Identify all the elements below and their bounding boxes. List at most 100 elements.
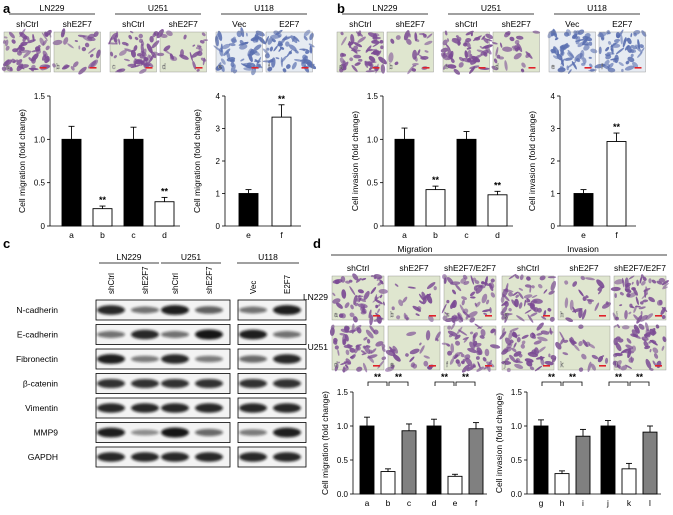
stained-cell	[349, 347, 356, 353]
stained-cell	[378, 56, 387, 65]
stained-cell	[629, 303, 633, 308]
stained-cell	[541, 316, 547, 320]
stained-cell	[625, 60, 630, 65]
micrograph-d-frame	[331, 325, 385, 371]
stained-cell	[524, 309, 532, 314]
stained-cell	[574, 53, 583, 62]
stained-cell	[480, 328, 486, 337]
scale-bar	[584, 67, 592, 69]
blot-band	[97, 452, 125, 462]
stained-cell	[606, 29, 610, 35]
stained-cell	[604, 357, 609, 364]
stained-cell	[349, 312, 355, 318]
stained-cell	[572, 307, 583, 313]
stained-cell	[341, 36, 347, 46]
stained-cell	[467, 347, 478, 354]
image-letter: c	[445, 64, 449, 71]
image-letter: a	[6, 64, 10, 71]
stained-cell	[16, 63, 24, 72]
bar-a	[359, 425, 375, 495]
stained-cell	[134, 36, 139, 41]
stained-cell	[345, 349, 350, 356]
stained-cell	[557, 67, 566, 73]
y-tick-label: 0.5	[511, 456, 523, 465]
y-tick-label: 1.5	[511, 388, 523, 397]
stained-cell	[217, 30, 223, 41]
stained-cell	[366, 338, 371, 344]
stained-cell	[456, 36, 462, 42]
significance-bracket	[434, 381, 455, 386]
image-letter: e	[218, 64, 222, 71]
blot-band	[161, 331, 189, 338]
stained-cell	[615, 316, 619, 321]
stained-cell	[588, 56, 592, 59]
stained-cell	[577, 41, 585, 48]
micrograph-c-frame	[109, 31, 157, 73]
stained-cell	[451, 299, 457, 309]
stained-cell	[601, 302, 612, 309]
stained-cell	[151, 40, 160, 49]
stained-cell	[548, 353, 551, 358]
stained-cell	[526, 276, 531, 281]
scale-bar	[251, 67, 259, 69]
stained-cell	[613, 337, 618, 346]
stained-cell	[539, 355, 543, 361]
stained-cell	[140, 57, 147, 67]
stained-cell	[521, 62, 526, 68]
stained-cell	[72, 61, 79, 68]
stained-cell	[42, 40, 47, 46]
stained-cell	[222, 43, 231, 50]
stained-cell	[258, 65, 263, 69]
lane-label: shE2F7	[205, 266, 214, 294]
stained-cell	[529, 366, 535, 371]
stained-cell	[294, 49, 299, 54]
stained-cell	[355, 31, 364, 37]
stained-cell	[571, 61, 577, 70]
stained-cell	[271, 38, 276, 43]
stained-cell	[614, 360, 622, 368]
stained-cell	[11, 39, 16, 44]
stained-cell	[491, 42, 498, 45]
stained-cell	[482, 37, 489, 44]
scale-bar	[89, 67, 97, 69]
micrograph-b-frame	[386, 31, 434, 73]
stained-cell	[483, 51, 488, 57]
stained-cell	[113, 55, 117, 59]
stained-cell	[198, 47, 203, 52]
blot-band	[273, 331, 301, 338]
stained-cell	[489, 344, 501, 349]
stained-cell	[613, 324, 618, 328]
stained-cell	[582, 339, 588, 347]
bar-chart-3: 0 1 2 3 4 Cell invasion (fold change) e f **	[527, 92, 636, 240]
stained-cell	[537, 307, 542, 313]
stained-cell	[88, 47, 96, 54]
stained-cell	[508, 292, 513, 297]
stained-cell	[591, 354, 599, 360]
bar-a	[61, 138, 82, 227]
cell-line-u251: U251	[181, 252, 202, 262]
stained-cell	[538, 283, 543, 289]
stained-cell	[459, 352, 463, 355]
stained-cell	[513, 44, 518, 51]
stained-cell	[527, 352, 538, 358]
stained-cell	[653, 328, 656, 333]
stained-cell	[493, 58, 498, 64]
stained-cell	[518, 291, 524, 300]
stained-cell	[202, 57, 206, 66]
stained-cell	[637, 38, 640, 50]
condition-label: shCtrl	[349, 19, 371, 29]
x-tick-label: a	[69, 230, 74, 240]
scale-bar	[145, 67, 153, 69]
stained-cell	[604, 59, 610, 66]
stained-cell	[156, 29, 164, 39]
stained-cell	[481, 293, 488, 304]
stained-cell	[90, 53, 94, 58]
cell-line-ln229: LN229	[116, 252, 141, 262]
stained-cell	[352, 316, 358, 323]
stained-cell	[189, 51, 193, 62]
stained-cell	[472, 332, 478, 339]
stained-cell	[581, 309, 587, 320]
stained-cell	[499, 331, 507, 340]
stained-cell	[368, 48, 378, 52]
blot-band	[97, 305, 125, 315]
